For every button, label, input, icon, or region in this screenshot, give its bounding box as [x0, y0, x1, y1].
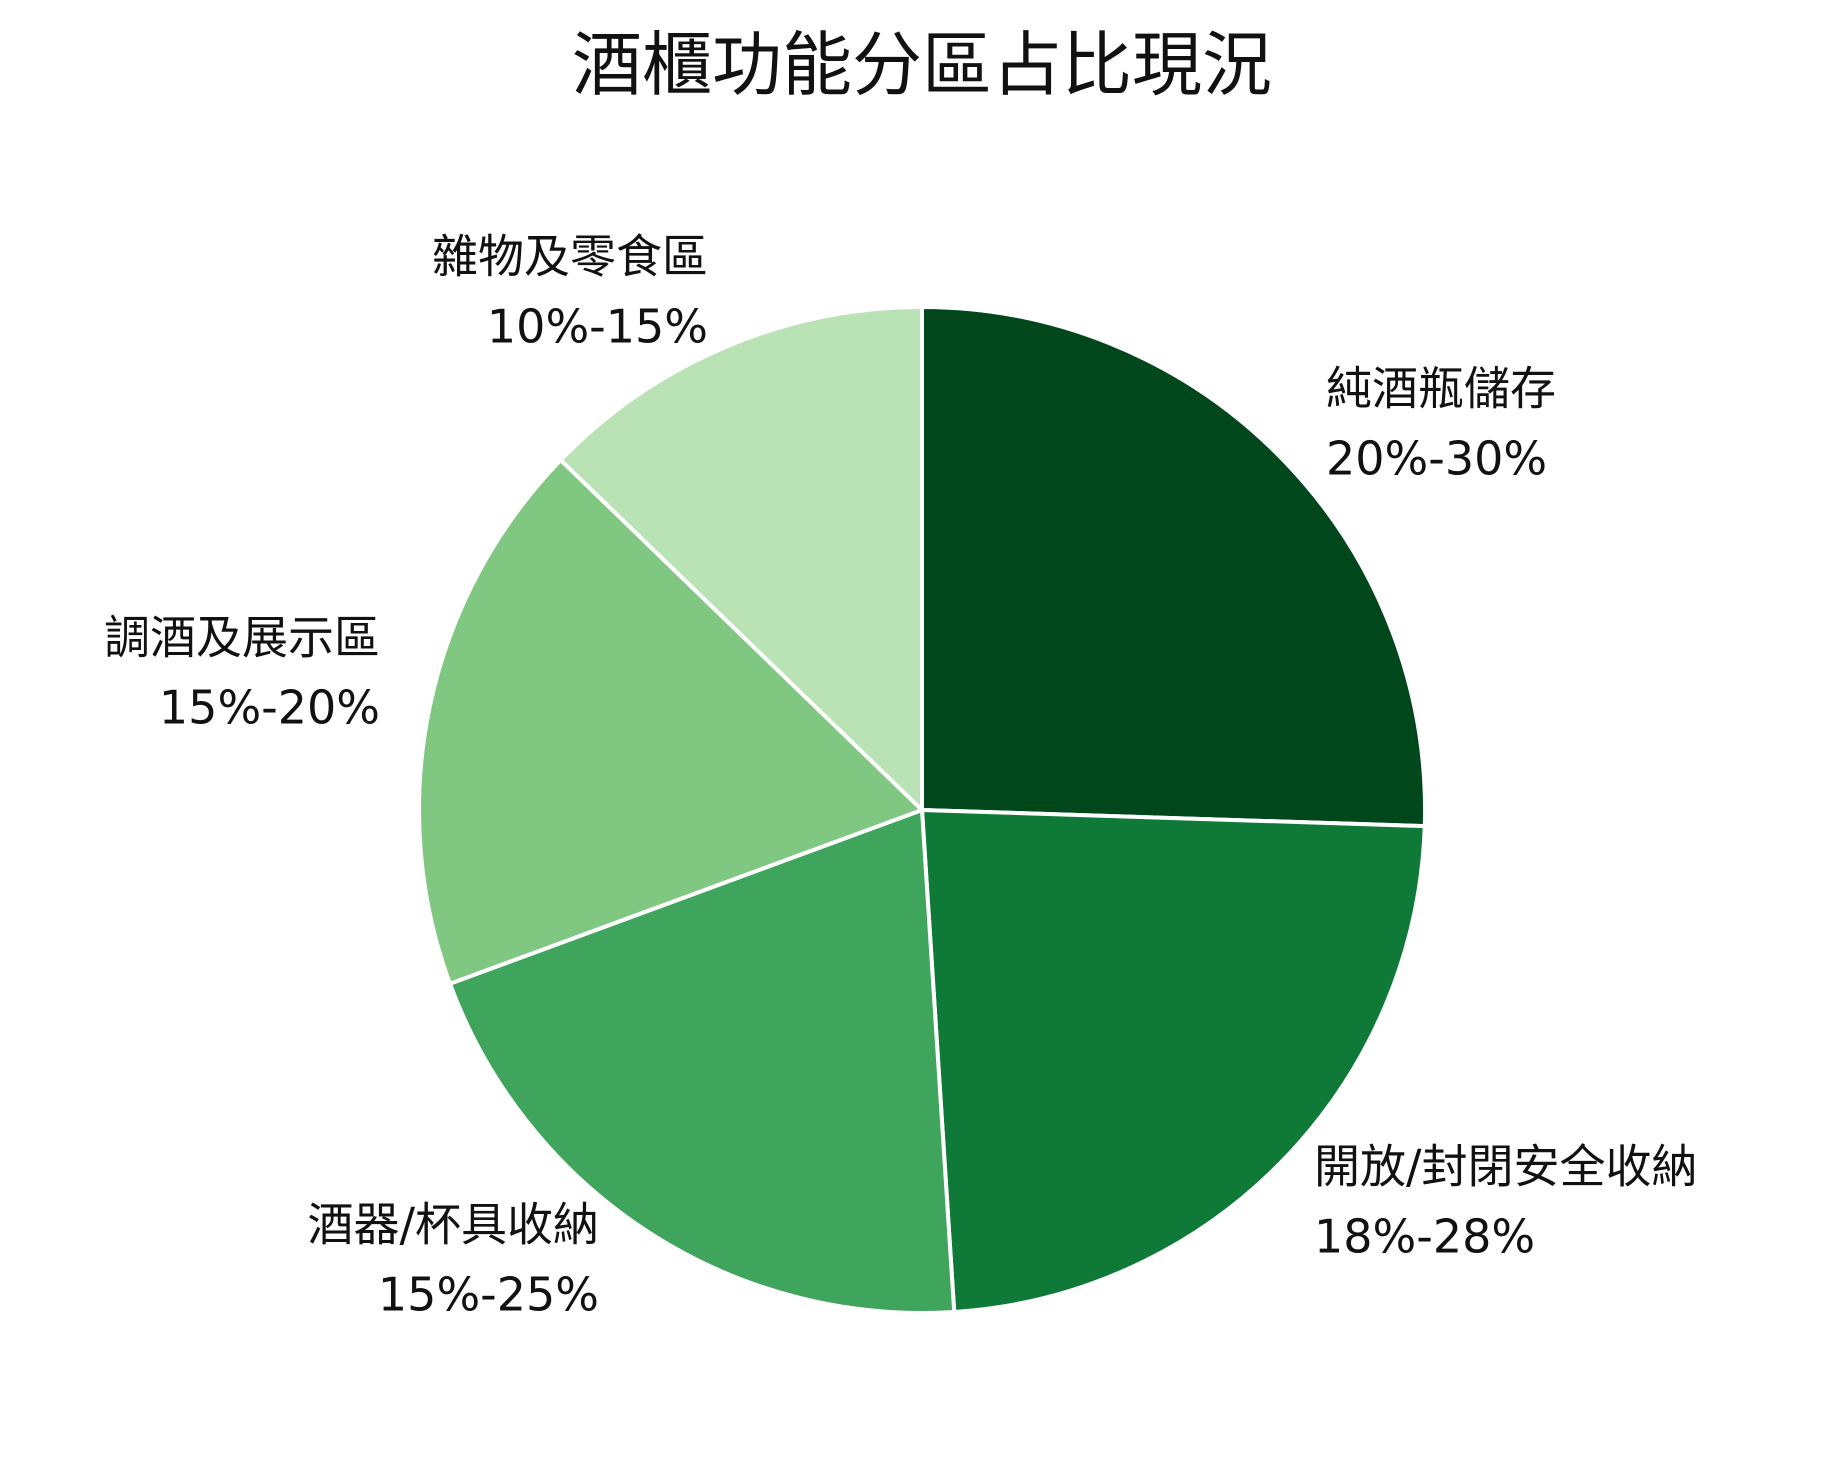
slice-value-label: 18%-28%	[1314, 1210, 1535, 1264]
slice-label: 調酒及展示區	[104, 611, 380, 665]
slice-label: 開放/封閉安全收納	[1314, 1140, 1698, 1194]
slice-value-label: 10%-15%	[487, 300, 708, 354]
pie-slice	[557, 304, 924, 815]
pie-slice	[919, 807, 1427, 1315]
slice-value-label: 15%-20%	[159, 681, 380, 735]
slice-value-label: 20%-30%	[1326, 432, 1547, 486]
slice-label: 純酒瓶儲存	[1326, 362, 1556, 416]
pie-slice	[417, 457, 926, 987]
pie-slice	[920, 304, 1427, 829]
slice-label: 酒器/杯具收納	[308, 1198, 600, 1252]
chart-title: 酒櫃功能分區占比現況	[572, 24, 1272, 106]
pie-slice	[447, 807, 957, 1315]
slice-label: 雜物及零食區	[432, 230, 708, 284]
slice-value-label: 15%-25%	[378, 1268, 599, 1322]
